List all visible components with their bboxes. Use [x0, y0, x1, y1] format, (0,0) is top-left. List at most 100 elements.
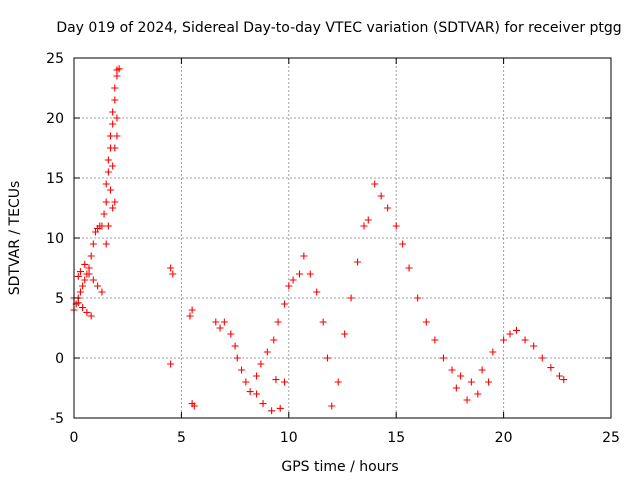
- data-point: [102, 198, 110, 206]
- y-tick-label: 10: [46, 231, 64, 247]
- data-point: [276, 404, 284, 412]
- series-early: [70, 222, 106, 320]
- data-point: [463, 396, 471, 404]
- data-point: [555, 372, 563, 380]
- data-point: [414, 294, 422, 302]
- data-point: [233, 354, 241, 362]
- data-point: [107, 186, 115, 194]
- data-point: [474, 390, 482, 398]
- data-point: [364, 216, 372, 224]
- data-point: [74, 272, 82, 280]
- data-point: [253, 372, 261, 380]
- chart-title: Day 019 of 2024, Sidereal Day-to-day VTE…: [56, 20, 621, 36]
- data-point: [102, 240, 110, 248]
- data-point: [259, 400, 267, 408]
- data-point: [94, 282, 102, 290]
- data-point: [81, 260, 89, 268]
- data-point: [115, 65, 123, 73]
- series-late: [371, 180, 568, 404]
- data-point: [98, 222, 106, 230]
- data-point: [216, 324, 224, 332]
- data-point: [79, 304, 87, 312]
- data-point: [89, 276, 97, 284]
- data-point: [169, 270, 177, 278]
- data-point: [392, 222, 400, 230]
- x-tick-label: 15: [387, 430, 405, 446]
- data-point: [242, 378, 250, 386]
- data-point: [289, 276, 297, 284]
- data-point: [422, 318, 430, 326]
- y-tick-label: 15: [46, 171, 64, 187]
- data-point: [384, 204, 392, 212]
- data-point: [227, 330, 235, 338]
- data-points: [70, 65, 568, 415]
- data-point: [111, 144, 119, 152]
- data-point: [91, 228, 99, 236]
- data-point: [113, 132, 121, 140]
- data-point: [109, 204, 117, 212]
- data-point: [188, 306, 196, 314]
- data-point: [102, 180, 110, 188]
- data-point: [109, 162, 117, 170]
- data-point: [238, 366, 246, 374]
- data-point: [448, 366, 456, 374]
- data-point: [457, 372, 465, 380]
- data-point: [323, 354, 331, 362]
- data-point: [538, 354, 546, 362]
- data-point: [341, 330, 349, 338]
- data-point: [100, 210, 108, 218]
- data-point: [377, 192, 385, 200]
- data-point: [104, 156, 112, 164]
- data-point: [79, 282, 87, 290]
- data-point: [521, 336, 529, 344]
- data-point: [81, 276, 89, 284]
- data-point: [452, 384, 460, 392]
- data-point: [281, 300, 289, 308]
- data-point: [439, 354, 447, 362]
- data-point: [257, 360, 265, 368]
- axis-ticks: 0 5 10 15 20 25 -5 0 5 10 15 20 25: [46, 51, 620, 446]
- data-point: [212, 318, 220, 326]
- data-point: [74, 299, 82, 307]
- data-point: [347, 294, 355, 302]
- data-point: [506, 330, 514, 338]
- y-axis-label: SDTVAR / TECUs: [7, 181, 23, 296]
- data-point: [104, 168, 112, 176]
- x-axis-label: GPS time / hours: [281, 459, 398, 475]
- data-point: [111, 96, 119, 104]
- data-point: [334, 378, 342, 386]
- data-point: [85, 264, 93, 272]
- data-point: [512, 326, 520, 334]
- data-point: [354, 258, 362, 266]
- data-point: [371, 180, 379, 188]
- data-point: [485, 378, 493, 386]
- data-point: [272, 376, 280, 384]
- data-point: [85, 270, 93, 278]
- y-tick-label: -5: [50, 411, 64, 427]
- x-tick-label: 20: [495, 430, 513, 446]
- data-point: [113, 114, 121, 122]
- data-point: [313, 288, 321, 296]
- data-point: [263, 348, 271, 356]
- data-point: [530, 342, 538, 350]
- data-point: [104, 222, 112, 230]
- data-point: [296, 270, 304, 278]
- data-point: [231, 342, 239, 350]
- grid-lines: [74, 58, 611, 418]
- data-point: [98, 288, 106, 296]
- x-tick-label: 10: [280, 430, 298, 446]
- data-point: [109, 108, 117, 116]
- data-point: [87, 312, 95, 320]
- data-point: [83, 308, 91, 316]
- data-point: [220, 318, 228, 326]
- x-tick-label: 25: [602, 430, 620, 446]
- data-point: [186, 312, 194, 320]
- y-tick-label: 20: [46, 111, 64, 127]
- data-point: [405, 264, 413, 272]
- data-point: [285, 282, 293, 290]
- data-point: [167, 360, 175, 368]
- data-point: [113, 72, 121, 80]
- data-point: [246, 388, 254, 396]
- data-point: [268, 407, 276, 415]
